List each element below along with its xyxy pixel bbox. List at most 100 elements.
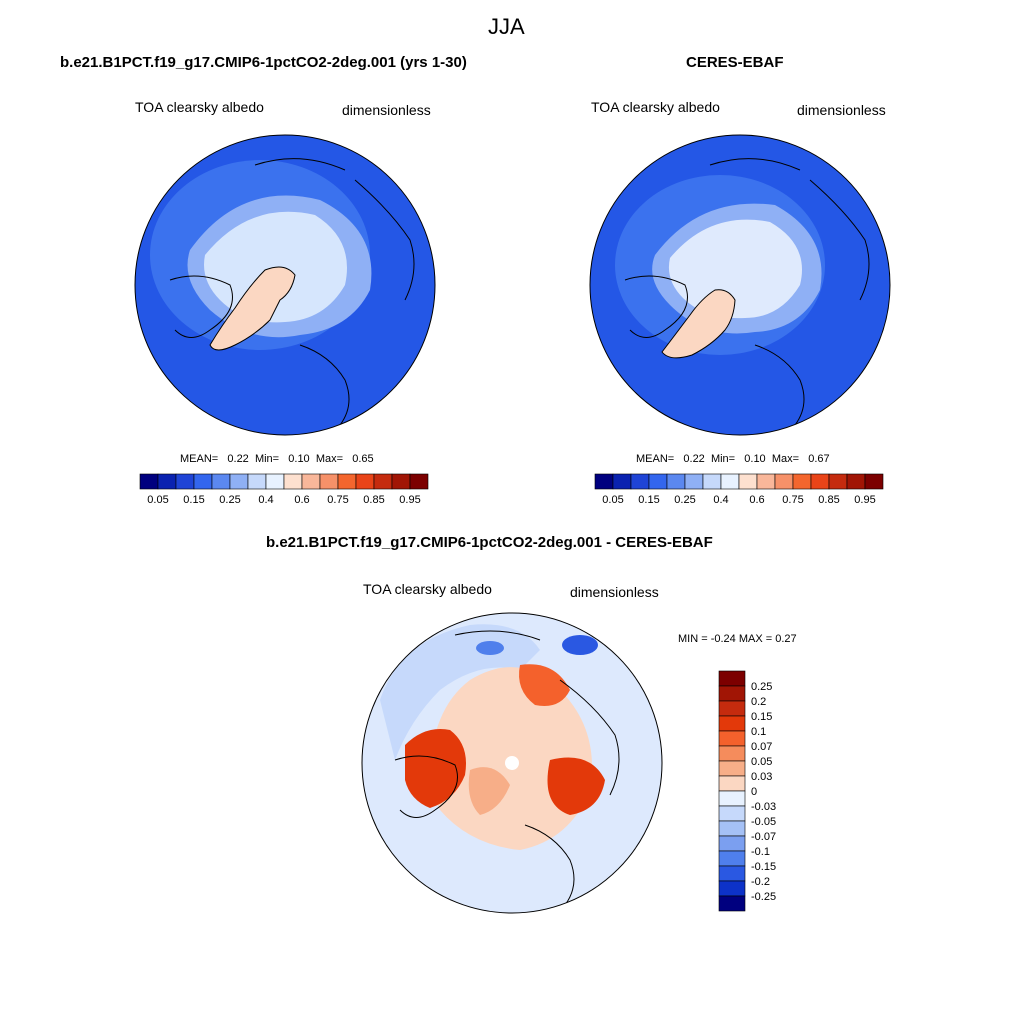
diff-colorbar-box	[718, 700, 746, 717]
panel1-colorbar-box	[175, 473, 195, 490]
panel1-colorbar-box	[319, 473, 339, 490]
panel2-min-label: Min=	[710, 453, 736, 465]
panel1-max-label: Max=	[315, 453, 344, 465]
panel2-colorbar-box	[846, 473, 866, 490]
diff-colorbar-tick-label: 0.1	[751, 726, 766, 738]
diff-colorbar-box	[718, 865, 746, 882]
panel1-colorbar-box	[157, 473, 177, 490]
panel2-map-border	[589, 134, 891, 436]
diff-colorbar-tick-label: 0.03	[751, 771, 772, 783]
diff-range-text: MIN = -0.24 MAX = 0.27	[678, 633, 797, 645]
panel1-colorbar-tick-label: 0.95	[399, 494, 420, 506]
panel2-colorbar-box	[720, 473, 740, 490]
panel1-greenland-highalbedo	[210, 266, 295, 350]
panel1-colorbar-box	[355, 473, 375, 490]
diff-colorbar-box	[718, 835, 746, 852]
panel2-colorbar-box	[828, 473, 848, 490]
diff-colorbar: 0.25 0.2 0.15 0.1 0.07 0.05 0.03 0 -0.03 -0.05 -0.…	[718, 670, 776, 912]
diff-pole-hole	[505, 756, 519, 770]
panel1-map	[134, 134, 436, 436]
diff-colorbar-box	[718, 775, 746, 792]
diff-colorbar-box	[718, 730, 746, 747]
panel1-mean-label: MEAN=	[180, 453, 219, 465]
panel1-colorbar-tick-label: 0.25	[219, 494, 240, 506]
panel1-colorbar-box	[283, 473, 303, 490]
diff-colorbar-tick-label: 0.2	[751, 696, 766, 708]
diff-colorbar-tick-label: -0.05	[751, 816, 776, 828]
diff-map-border	[361, 612, 663, 914]
panel2-stats: MEAN= 0.22 Min= 0.10 Max= 0.67	[636, 453, 830, 465]
panel1-stats: MEAN= 0.22 Min= 0.10 Max= 0.65	[180, 453, 374, 465]
panel1-colorbar-box	[211, 473, 231, 490]
diff-colorbar-tick-label: 0.15	[751, 711, 772, 723]
diff-colorbar-tick-label: 0.05	[751, 756, 772, 768]
panel2-greenland-outline	[661, 289, 736, 359]
panel1-colorbar-box	[391, 473, 411, 490]
panel2-units: dimensionless	[797, 102, 886, 118]
panel2-colorbar-tick-label: 0.85	[818, 494, 839, 506]
panel2-case-title: CERES-EBAF	[686, 54, 784, 71]
panel1-colorbar: 0.05 0.15 0.25 0.4 0.6 0.75 0.85 0.95	[139, 473, 429, 506]
panel1-colorbar-box	[265, 473, 285, 490]
panel2-colorbar-box	[666, 473, 686, 490]
diff-case-title: b.e21.B1PCT.f19_g17.CMIP6-1pctCO2-2deg.0…	[266, 534, 713, 551]
panel2-colorbar-tick-label: 0.25	[674, 494, 695, 506]
panel1-colorbar-tick-label: 0.05	[147, 494, 168, 506]
diff-colorbar-tick-label: -0.03	[751, 801, 776, 813]
panel2-colorbar-box	[756, 473, 776, 490]
panel2-colorbar-box	[648, 473, 668, 490]
panel1-units: dimensionless	[342, 102, 431, 118]
diff-positive-canada	[405, 729, 466, 808]
panel2-colorbar-box	[774, 473, 794, 490]
diff-colorbar-box	[718, 760, 746, 777]
diff-units: dimensionless	[570, 584, 659, 600]
panel1-colorbar-box	[373, 473, 393, 490]
panel2-colorbar-tick-label: 0.75	[782, 494, 803, 506]
panel1-colorbar-box	[301, 473, 321, 490]
diff-colorbar-tick-label: 0	[751, 786, 757, 798]
panel1-colorbar-box	[229, 473, 249, 490]
diff-negative-patch-north	[562, 635, 598, 655]
diff-colorbar-tick-label: -0.25	[751, 891, 776, 903]
panel1-colorbar-tick-label: 0.85	[363, 494, 384, 506]
panel2-mean: 0.22	[683, 453, 705, 465]
panel2-colorbar-tick-label: 0.95	[854, 494, 875, 506]
panel1-coastline-east	[354, 179, 415, 301]
diff-negative-patch-nw	[476, 641, 504, 655]
panel2-colorbar-box	[630, 473, 650, 490]
diff-positive-greenland	[468, 767, 510, 815]
diff-colorbar-tick-label: -0.15	[751, 861, 776, 873]
diff-coastline-north	[454, 630, 541, 641]
panel2-colorbar-box	[738, 473, 758, 490]
panel1-case-title: b.e21.B1PCT.f19_g17.CMIP6-1pctCO2-2deg.0…	[60, 54, 467, 71]
panel2-colorbar-box	[594, 473, 614, 490]
panel2-max-label: Max=	[771, 453, 800, 465]
panel2-map	[589, 134, 891, 436]
diff-colorbar-box	[718, 820, 746, 837]
panel1-coastline-south	[299, 344, 350, 426]
panel1-colorbar-tick-label: 0.6	[294, 494, 309, 506]
diff-variable: TOA clearsky albedo	[363, 581, 492, 597]
panel1-min: 0.10	[288, 453, 310, 465]
diff-coastline-west	[394, 755, 458, 818]
panel1-colorbar-box	[193, 473, 213, 490]
panel2-coastline-south	[754, 344, 805, 426]
diff-colorbar-box	[718, 895, 746, 912]
season-title: JJA	[488, 14, 525, 39]
panel1-variable: TOA clearsky albedo	[135, 99, 264, 115]
diff-positive-siberia	[547, 757, 605, 815]
panel1-colorbar-box	[247, 473, 267, 490]
diff-colorbar-box	[718, 790, 746, 807]
diff-colorbar-box	[718, 805, 746, 822]
panel2-colorbar-box	[702, 473, 722, 490]
diff-positive-arctic-north	[519, 664, 570, 706]
panel2-colorbar: 0.05 0.15 0.25 0.4 0.6 0.75 0.85 0.95	[594, 473, 884, 506]
panel2-colorbar-tick-label: 0.4	[713, 494, 728, 506]
diff-colorbar-tick-label: 0.07	[751, 741, 772, 753]
panel1-min-label: Min=	[254, 453, 280, 465]
panel2-colorbar-box	[792, 473, 812, 490]
panel1-colorbar-box	[409, 473, 429, 490]
panel2-colorbar-tick-label: 0.6	[749, 494, 764, 506]
panel2-mean-label: MEAN=	[636, 453, 675, 465]
